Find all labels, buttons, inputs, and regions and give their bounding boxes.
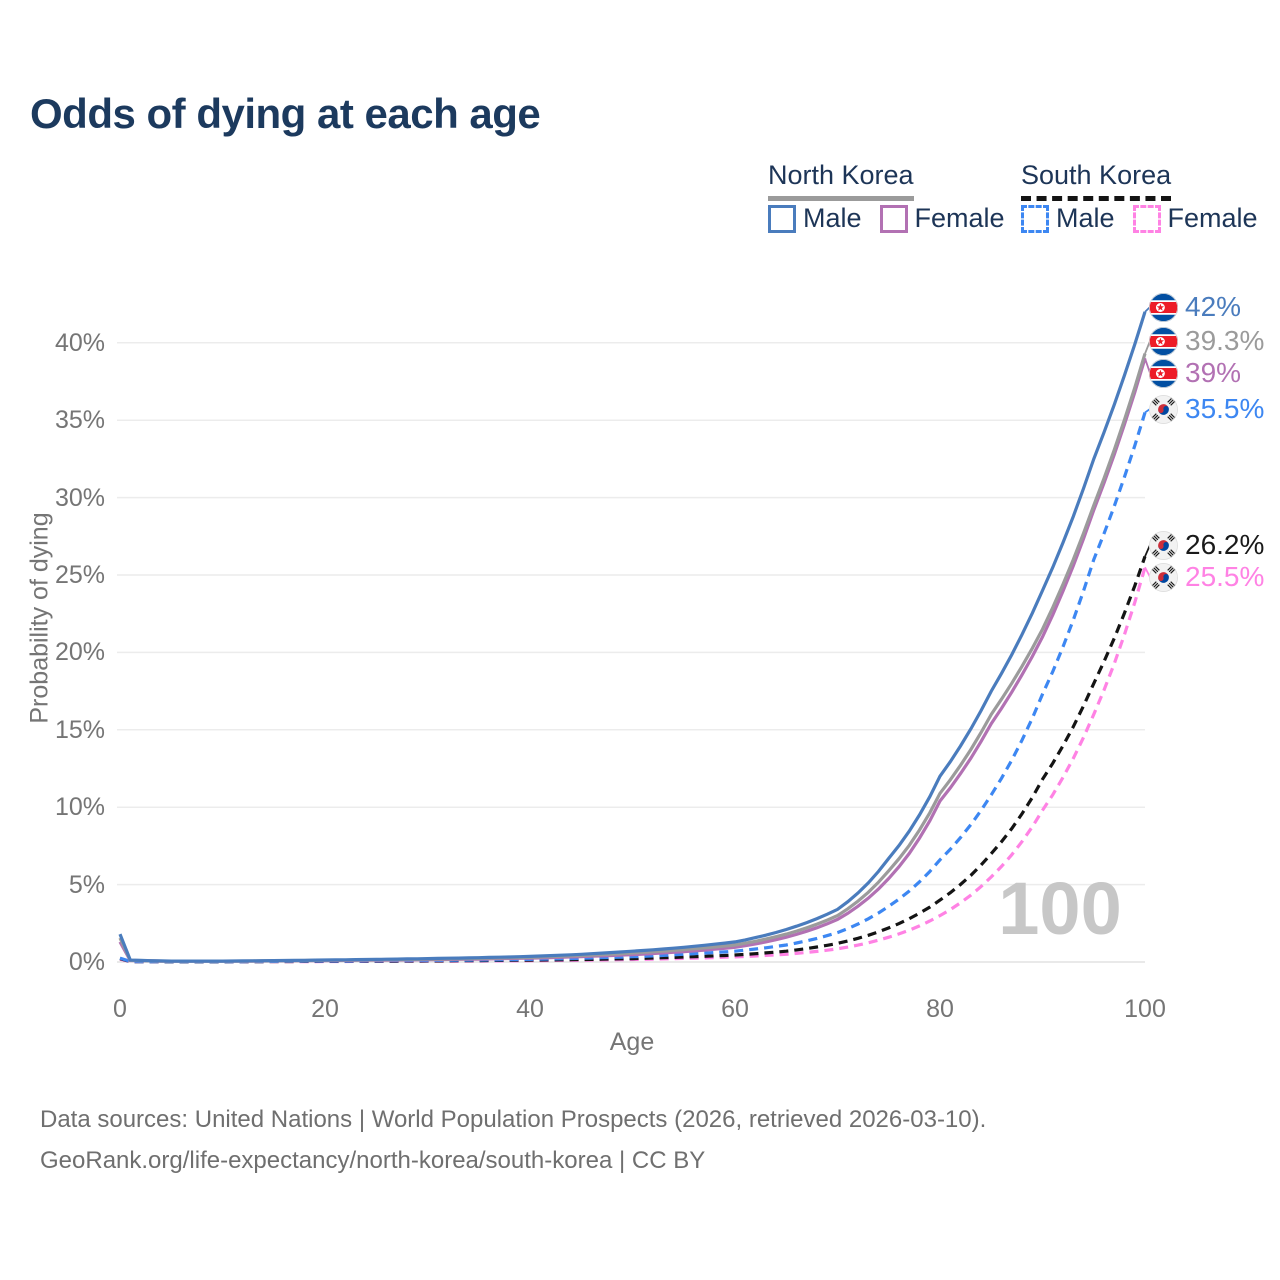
end-label-value: 35.5% (1185, 393, 1265, 424)
legend-item-sk-female[interactable]: Female (1132, 203, 1258, 234)
legend-item-label: Male (1056, 203, 1115, 233)
end-label-value: 39.3% (1185, 325, 1265, 356)
north-korea-flag-icon (1149, 327, 1178, 356)
y-axis-tick-label: 40% (54, 328, 105, 357)
south-korea-flag-icon (1149, 563, 1178, 592)
nk-male-swatch-icon (768, 204, 796, 233)
sk-female-swatch-icon (1132, 204, 1161, 233)
x-axis-tick-label: 40 (516, 995, 544, 1023)
legend-items-north-korea: Male Female (768, 203, 1005, 234)
end-label-nk-male: 42% (1149, 291, 1242, 322)
y-axis-title: Probability of dying (25, 512, 54, 724)
data-sources-note: Data sources: United Nations | World Pop… (40, 1106, 987, 1133)
end-label-value: 39% (1185, 357, 1242, 388)
y-axis-tick-label: 0% (68, 948, 105, 976)
end-label-sk-female: 25.5% (1149, 561, 1265, 592)
north-korea-flag-icon (1149, 359, 1178, 388)
y-axis-tick-label: 30% (54, 483, 105, 512)
x-axis-tick-label: 80 (926, 995, 954, 1023)
series-line-north-korea-male[interactable] (118, 311, 1147, 963)
legend-items-south-korea: Male Female (1021, 203, 1258, 234)
end-label-nk-female: 39% (1149, 357, 1242, 388)
gridlines (117, 342, 1145, 963)
legend-group-title-south-korea[interactable]: South Korea (1021, 160, 1172, 201)
end-label-nk-total: 39.3% (1149, 325, 1265, 356)
end-label-value: 42% (1185, 291, 1242, 322)
x-axis-title: Age (609, 1028, 655, 1056)
y-axis-tick-label: 20% (54, 638, 105, 667)
legend-item-nk-male[interactable]: Male (768, 203, 862, 234)
x-axis-tick-label: 60 (721, 995, 749, 1023)
end-label-value: 26.2% (1185, 529, 1265, 560)
legend-group-north-korea: North Korea (768, 160, 914, 201)
y-axis-tick-label: 5% (68, 870, 105, 899)
y-axis-tick-label: 25% (54, 561, 105, 589)
page-title: Odds of dying at each age (30, 90, 541, 137)
legend-item-sk-male[interactable]: Male (1021, 203, 1115, 234)
end-label-sk-male: 35.5% (1149, 393, 1265, 424)
hover-age-watermark: 100 (998, 867, 1122, 950)
south-korea-flag-icon (1149, 395, 1178, 424)
x-axis-tick-label: 0 (113, 995, 127, 1023)
x-axis-tick-label: 100 (1124, 995, 1166, 1023)
x-axis-tick-label: 20 (311, 995, 339, 1023)
y-axis-tick-label: 10% (54, 793, 105, 822)
series-line-north-korea-total[interactable] (118, 353, 1147, 963)
y-axis-tick-label: 15% (54, 715, 105, 744)
legend-group-south-korea: South Korea (1021, 160, 1172, 201)
legend-group-title-north-korea[interactable]: North Korea (768, 160, 914, 201)
nk-female-swatch-icon (879, 204, 908, 233)
series-lines (118, 311, 1147, 964)
y-axis-tick-label: 35% (54, 406, 105, 435)
end-label-sk-total: 26.2% (1149, 529, 1265, 560)
legend-item-label: Male (803, 203, 862, 233)
end-label-value: 25.5% (1185, 561, 1265, 592)
sk-male-swatch-icon (1021, 204, 1049, 233)
legend-item-label: Female (1167, 203, 1258, 233)
south-korea-flag-icon (1149, 531, 1178, 560)
legend-item-label: Female (914, 203, 1005, 233)
legend-item-nk-female[interactable]: Female (879, 203, 1005, 234)
attribution-link[interactable]: GeoRank.org/life-expectancy/north-korea/… (40, 1147, 706, 1174)
north-korea-flag-icon (1149, 293, 1178, 322)
series-line-north-korea-female[interactable] (118, 357, 1147, 963)
